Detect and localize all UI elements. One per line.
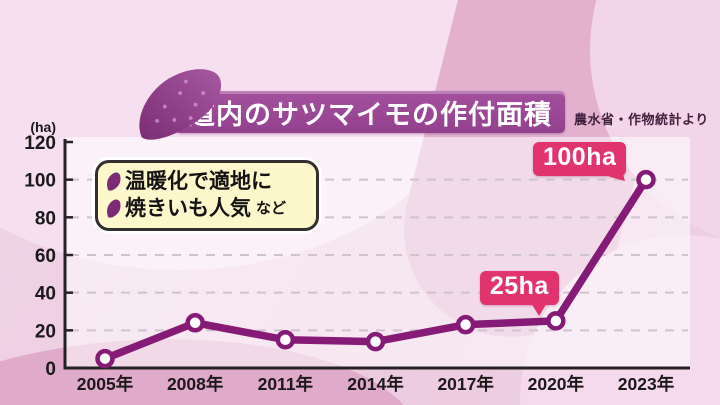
callout-100ha: 100ha [533, 141, 631, 187]
data-point-2020年 [546, 311, 566, 331]
y-axis-unit-label: (ha) [30, 119, 56, 135]
data-point-2017年 [455, 314, 476, 335]
x-tick-label-1: 2005年 [77, 374, 134, 394]
x-tick-label-5: 2017年 [437, 374, 494, 394]
y-tick-label-60: 60 [35, 246, 56, 267]
note-line-2: 焼きいも人気 [125, 197, 251, 220]
y-tick-label-20: 20 [35, 321, 56, 342]
x-tick-label-7: 2023年 [618, 374, 675, 394]
x-tick-label-2: 2008年 [167, 374, 224, 394]
data-point-2005年 [95, 348, 115, 369]
title-banner: 道内のサツマイモの作付面積 [175, 91, 565, 133]
note-line-2-suffix: など [256, 200, 287, 217]
note-row: 焼きいも人気 など [106, 195, 308, 222]
sweet-potato-bullet-icon [107, 172, 121, 191]
axes [63, 139, 690, 370]
y-tick-label-0: 0 [45, 359, 56, 380]
page-title: 道内のサツマイモの作付面積 [188, 99, 552, 130]
y-tick-label-100: 100 [24, 171, 56, 192]
y-tick-label-40: 40 [35, 284, 56, 305]
x-tick-label-3: 2011年 [258, 374, 314, 394]
note-line-1: 温暖化で適地に [125, 170, 272, 193]
y-tick-label-80: 80 [35, 208, 56, 229]
data-point-2008年 [185, 313, 205, 333]
callout-25ha-label: 25ha [489, 271, 549, 300]
factors-note-box: 温暖化で適地に 焼きいも人気 など [95, 160, 319, 231]
sweet-potato-bullet-icon [107, 199, 121, 218]
data-point-2023年 [636, 169, 656, 190]
callout-100ha-label: 100ha [543, 142, 617, 171]
sweet-potato-icon [139, 69, 222, 140]
x-tick-label-6: 2020年 [528, 374, 585, 394]
data-point-2011年 [275, 330, 296, 350]
callout-25ha: 25ha [479, 270, 559, 316]
data-point-2014年 [365, 331, 386, 352]
note-row: 温暖化で適地に [106, 168, 308, 195]
x-tick-label-4: 2014年 [347, 374, 404, 394]
callout-tail-icon [530, 302, 547, 316]
y-tick-label-120: 120 [24, 133, 56, 154]
source-credit: 農水省・作物統計より [574, 112, 709, 127]
